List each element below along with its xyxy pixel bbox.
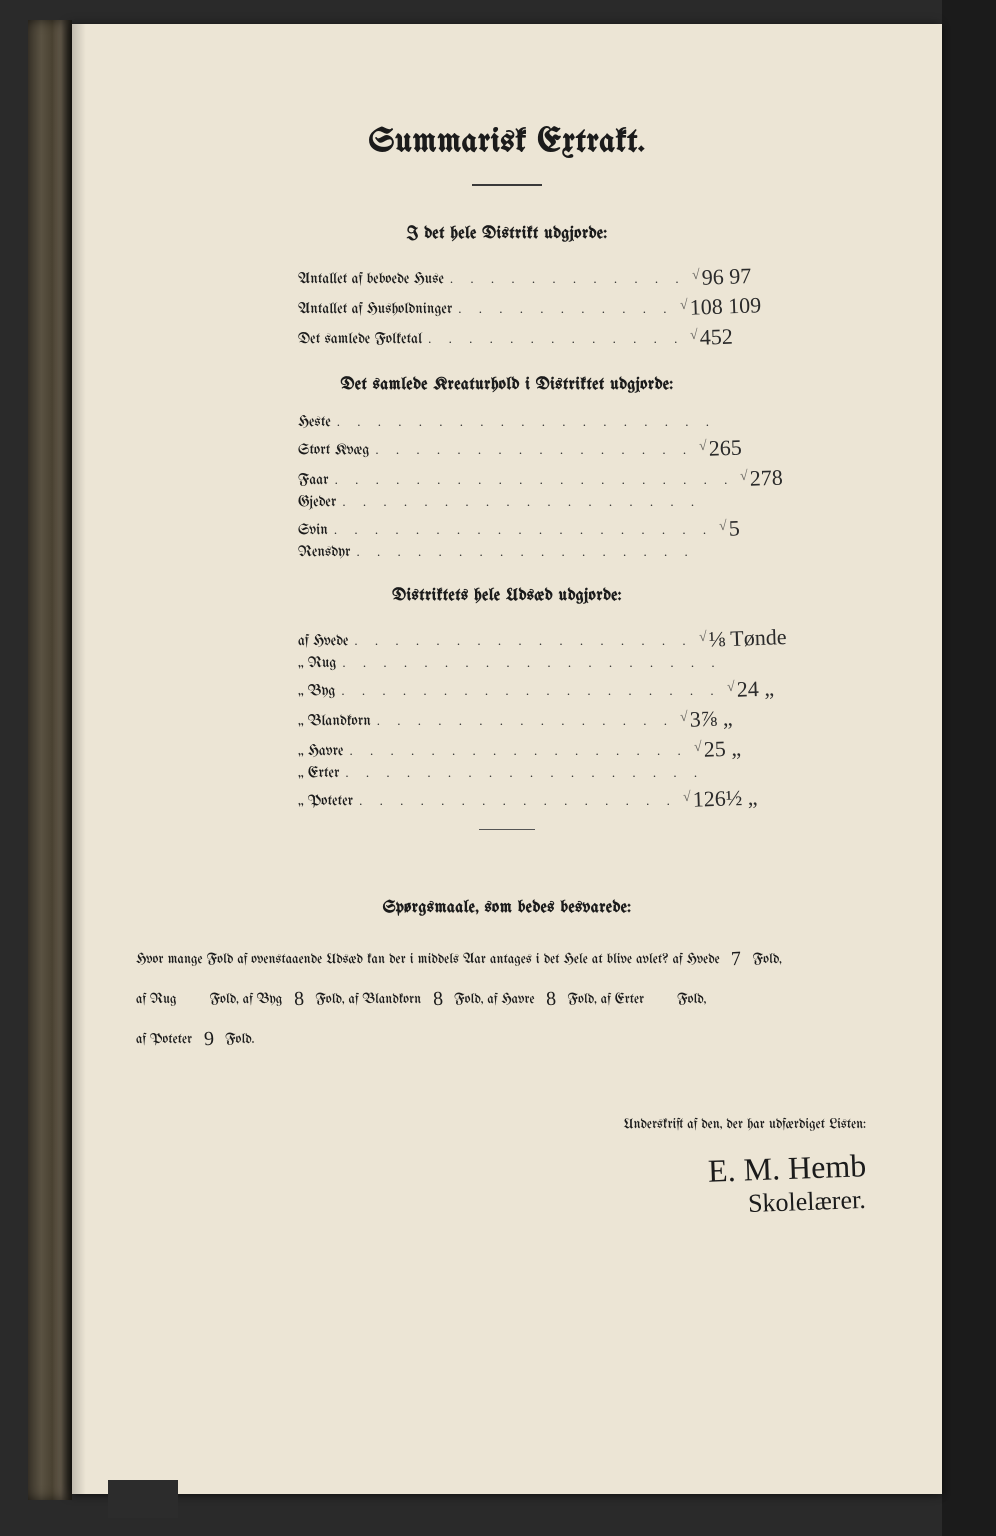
handwritten-value: √⅛ Tønde [698,623,819,653]
livestock-row: Gjeder. . . . . . . . . . . . . . . . . … [108,494,906,510]
dot-leader: . . . . . . . . . . . . . . . . . . . [328,522,719,538]
handwritten-value: √278 [740,462,861,492]
dot-leader: . . . . . . . . . . . . . . . . . [343,743,693,759]
page-title: Summarisk Extrakt. [108,124,906,160]
dot-leader: . . . . . . . . . . . . . [422,331,690,347]
bottom-tab [108,1480,178,1518]
document-page: Summarisk Extrakt. I det hele Distrikt u… [72,24,942,1494]
handwritten-value [710,775,830,779]
book-spine [28,20,72,1500]
handwritten-value: √265 [699,432,820,462]
handwritten-value: √25 „ [693,733,814,763]
dot-leader: . . . . . . . . . . . . [444,271,692,287]
row-label: „ Poteter [298,793,353,809]
dot-leader: . . . . . . . . . . . . . . . . . [348,633,698,649]
seed-row: „ Blandkorn. . . . . . . . . . . . . . .… [108,705,906,731]
seed-row: „ Poteter. . . . . . . . . . . . . . . .… [108,785,906,811]
handwritten-value: √5 [719,512,840,542]
dot-leader: . . . . . . . . . . . . . . . . . . . [331,414,722,430]
section-head-seed: Distriktets hele Udsæd udgjorde: [108,588,906,605]
row-label: Faar [298,472,329,488]
dot-leader: . . . . . . . . . . . . . . . . . . . [335,683,726,699]
small-rule [479,829,535,830]
livestock-row: Rensdyr. . . . . . . . . . . . . . . . . [108,544,906,560]
handwritten-value: √452 [690,321,811,351]
handwritten-value [728,665,848,669]
seed-row: „ Erter. . . . . . . . . . . . . . . . .… [108,765,906,781]
row-label: Heste [298,414,331,430]
row-label: Antallet af beboede Huse [298,271,444,287]
seed-row: af Hvede. . . . . . . . . . . . . . . . … [108,625,906,651]
title-rule [472,184,542,186]
right-dark-margin [942,0,996,1536]
signature-role: Skolelærer. [748,1185,867,1219]
livestock-row: Faar. . . . . . . . . . . . . . . . . . … [108,464,906,490]
signature-name: E. M. Hemb [707,1147,866,1189]
row-label: „ Havre [298,743,343,759]
section-head-district: I det hele Distrikt udgjorde: [108,226,906,243]
row-label: Gjeder [298,494,336,510]
handwritten-value [701,554,821,558]
livestock-row: Svin. . . . . . . . . . . . . . . . . . … [108,514,906,540]
fill-bland: 8 [424,978,452,1019]
dot-leader: . . . . . . . . . . . . . . . . [353,793,683,809]
row-label: „ Rug [298,655,336,671]
row-label: Rensdyr [298,544,350,560]
livestock-row: Stort Kvæg. . . . . . . . . . . . . . . … [108,434,906,460]
handwritten-value: √24 „ [726,673,847,703]
row-population: Det samlede Folketal . . . . . . . . . .… [108,323,906,349]
fill-havre: 8 [537,978,565,1019]
row-households: Antallet af Husholdninger . . . . . . . … [108,293,906,319]
handwritten-value: √96 97 [691,261,812,291]
handwritten-value: √108 109 [679,291,800,321]
fill-hvede: 7 [722,938,750,979]
handwritten-value: √126½ „ [682,783,803,813]
question-text: Hvor mange Fold af ovenstaaende Udsæd ka… [108,937,906,1057]
handwritten-value [707,504,827,508]
signature-caption: Underskrift af den, der har udfærdiget L… [108,1117,866,1132]
section-head-livestock: Det samlede Kreaturhold i Distriktet udg… [108,377,906,394]
dot-leader: . . . . . . . . . . . . . . . . . . . . [329,472,741,488]
seed-row: „ Rug. . . . . . . . . . . . . . . . . .… [108,655,906,671]
signature-block: Underskrift af den, der har udfærdiget L… [108,1117,906,1217]
livestock-row: Heste. . . . . . . . . . . . . . . . . .… [108,414,906,430]
seed-row: „ Havre. . . . . . . . . . . . . . . . .… [108,735,906,761]
dot-leader: . . . . . . . . . . . . . . . . . . . [336,655,727,671]
row-label: Det samlede Folketal [298,331,422,347]
row-houses: Antallet af beboede Huse . . . . . . . .… [108,263,906,289]
dot-leader: . . . . . . . . . . . . . . . . . . [336,494,707,510]
fill-poteter: 9 [195,1018,223,1059]
row-label: Antallet af Husholdninger [298,301,452,317]
dot-leader: . . . . . . . . . . . . . . . . [369,442,699,458]
dot-leader: . . . . . . . . . . . . . . . . . [350,544,700,560]
question-heading: Spørgsmaale, som bedes besvarede: [108,900,906,917]
fill-erter [648,1004,674,1005]
row-label: „ Blandkorn [298,713,371,729]
row-label: Stort Kvæg [298,442,369,458]
dot-leader: . . . . . . . . . . . [452,301,679,317]
row-label: Svin [298,522,328,538]
fill-rug [180,1004,206,1005]
handwritten-value: √3⅞ „ [680,703,801,733]
dot-leader: . . . . . . . . . . . . . . . . . . [339,765,710,781]
handwritten-value [722,424,842,428]
seed-row: „ Byg. . . . . . . . . . . . . . . . . .… [108,675,906,701]
question-block: Spørgsmaale, som bedes besvarede: Hvor m… [108,900,906,1057]
row-label: „ Erter [298,765,339,781]
dot-leader: . . . . . . . . . . . . . . . [371,713,680,729]
row-label: „ Byg [298,683,335,699]
row-label: af Hvede [298,633,348,649]
fill-byg: 8 [285,978,313,1019]
